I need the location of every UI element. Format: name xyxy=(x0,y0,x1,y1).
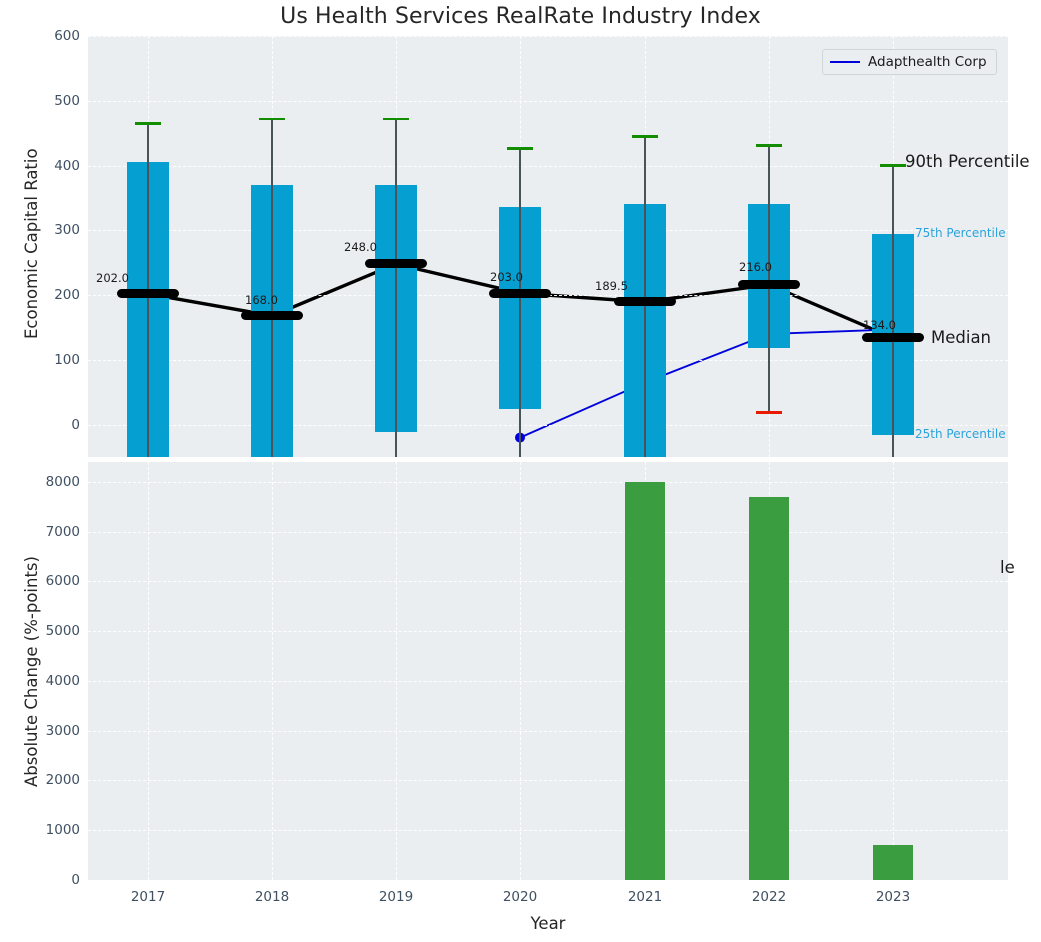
top-ytick-label: 100 xyxy=(0,352,80,368)
median-bar-2022 xyxy=(738,280,800,289)
whisker-overlay-2018 xyxy=(271,118,272,457)
median-value-label-2018: 168.0 xyxy=(245,293,278,307)
x-tick-label-2023: 2023 xyxy=(853,889,933,905)
top-gridline-h xyxy=(88,425,1008,426)
bottom-gridline-h xyxy=(88,830,1008,831)
annotation-90th-percentile: 90th Percentile xyxy=(905,152,1030,171)
cap-90th-2017 xyxy=(135,122,161,125)
bottom-gridline-h xyxy=(88,880,1008,881)
bottom-ytick-label: 1000 xyxy=(0,822,80,838)
x-tick-label-2020: 2020 xyxy=(480,889,560,905)
median-value-label-2019: 248.0 xyxy=(344,240,377,254)
whisker-overlay-2020 xyxy=(519,147,520,457)
gridline-v xyxy=(893,462,894,880)
bottom-gridline-h xyxy=(88,731,1008,732)
top-plot-overlay xyxy=(88,36,1008,457)
top-gridline-h xyxy=(88,230,1008,231)
x-tick-label-2019: 2019 xyxy=(356,889,436,905)
gridline-v xyxy=(396,462,397,880)
legend-line-swatch xyxy=(830,61,860,63)
annotation-25th-percentile: 25th Percentile xyxy=(915,427,1006,441)
bottom-gridline-h xyxy=(88,581,1008,582)
median-bar-2020 xyxy=(489,289,551,298)
x-tick-label-2017: 2017 xyxy=(108,889,188,905)
median-value-label-2017: 202.0 xyxy=(96,271,129,285)
bottom-gridline-h xyxy=(88,482,1008,483)
bottom-ytick-label: 7000 xyxy=(0,524,80,540)
legend[interactable]: Adapthealth Corp xyxy=(822,49,997,75)
gridline-v xyxy=(148,462,149,880)
cap-90th-2019 xyxy=(383,118,409,121)
median-bar-2023 xyxy=(862,333,924,342)
x-tick-label-2022: 2022 xyxy=(729,889,809,905)
top-gridline-h xyxy=(88,36,1008,37)
x-axis-label: Year xyxy=(88,914,1008,933)
absolute-change-bar-2021 xyxy=(625,482,665,880)
gridline-v xyxy=(520,462,521,880)
cap-90th-2022 xyxy=(756,144,782,147)
top-ytick-label: 500 xyxy=(0,93,80,109)
cap-90th-2023 xyxy=(880,164,906,167)
cap-90th-2018 xyxy=(259,118,285,121)
median-value-label-2023: 134.0 xyxy=(863,318,896,332)
bottom-ytick-label: 0 xyxy=(0,872,80,888)
cap-10th-2022 xyxy=(756,411,782,414)
annotation-10th-percentile-clipped: le xyxy=(1000,558,1015,577)
median-bar-2021 xyxy=(614,297,676,306)
median-bar-2018 xyxy=(241,311,303,320)
whisker-overlay-2022 xyxy=(768,144,769,411)
x-tick-label-2018: 2018 xyxy=(232,889,312,905)
top-gridline-h xyxy=(88,101,1008,102)
top-gridline-h xyxy=(88,166,1008,167)
bottom-y-axis-label: Absolute Change (%-points) xyxy=(22,556,41,787)
cap-90th-2020 xyxy=(507,147,533,150)
bottom-gridline-h xyxy=(88,631,1008,632)
median-bar-2017 xyxy=(117,289,179,298)
bottom-gridline-h xyxy=(88,681,1008,682)
whisker-overlay-2023 xyxy=(892,164,893,457)
bottom-ytick-label: 8000 xyxy=(0,474,80,490)
legend-label-adapthealth-corp: Adapthealth Corp xyxy=(868,54,987,70)
top-ytick-label: 600 xyxy=(0,28,80,44)
median-bar-2019 xyxy=(365,259,427,268)
page-title: Us Health Services RealRate Industry Ind… xyxy=(0,4,1041,29)
whisker-overlay-2019 xyxy=(395,118,396,457)
cap-90th-2021 xyxy=(632,135,658,138)
bottom-gridline-h xyxy=(88,532,1008,533)
gridline-v xyxy=(272,462,273,880)
adapthealth-corp-line xyxy=(520,329,893,437)
annotation-75th-percentile: 75th Percentile xyxy=(915,226,1006,240)
median-value-label-2021: 189.5 xyxy=(595,279,628,293)
x-tick-label-2021: 2021 xyxy=(605,889,685,905)
median-value-label-2022: 216.0 xyxy=(739,260,772,274)
top-y-axis-label: Economic Capital Ratio xyxy=(22,148,41,339)
bottom-plot-panel xyxy=(88,462,1008,880)
top-ytick-label: 0 xyxy=(0,417,80,433)
top-plot-panel: 202.0 168.0 248.0 203.0 189.5 216.0 134.0 xyxy=(88,36,1008,457)
chart-root: Us Health Services RealRate Industry Ind… xyxy=(0,0,1041,942)
bottom-gridline-h xyxy=(88,780,1008,781)
absolute-change-bar-2023 xyxy=(873,845,913,880)
top-gridline-h xyxy=(88,360,1008,361)
annotation-median: Median xyxy=(931,328,991,347)
median-value-label-2020: 203.0 xyxy=(490,270,523,284)
whisker-overlay-2021 xyxy=(644,135,645,457)
absolute-change-bar-2022 xyxy=(749,497,789,880)
